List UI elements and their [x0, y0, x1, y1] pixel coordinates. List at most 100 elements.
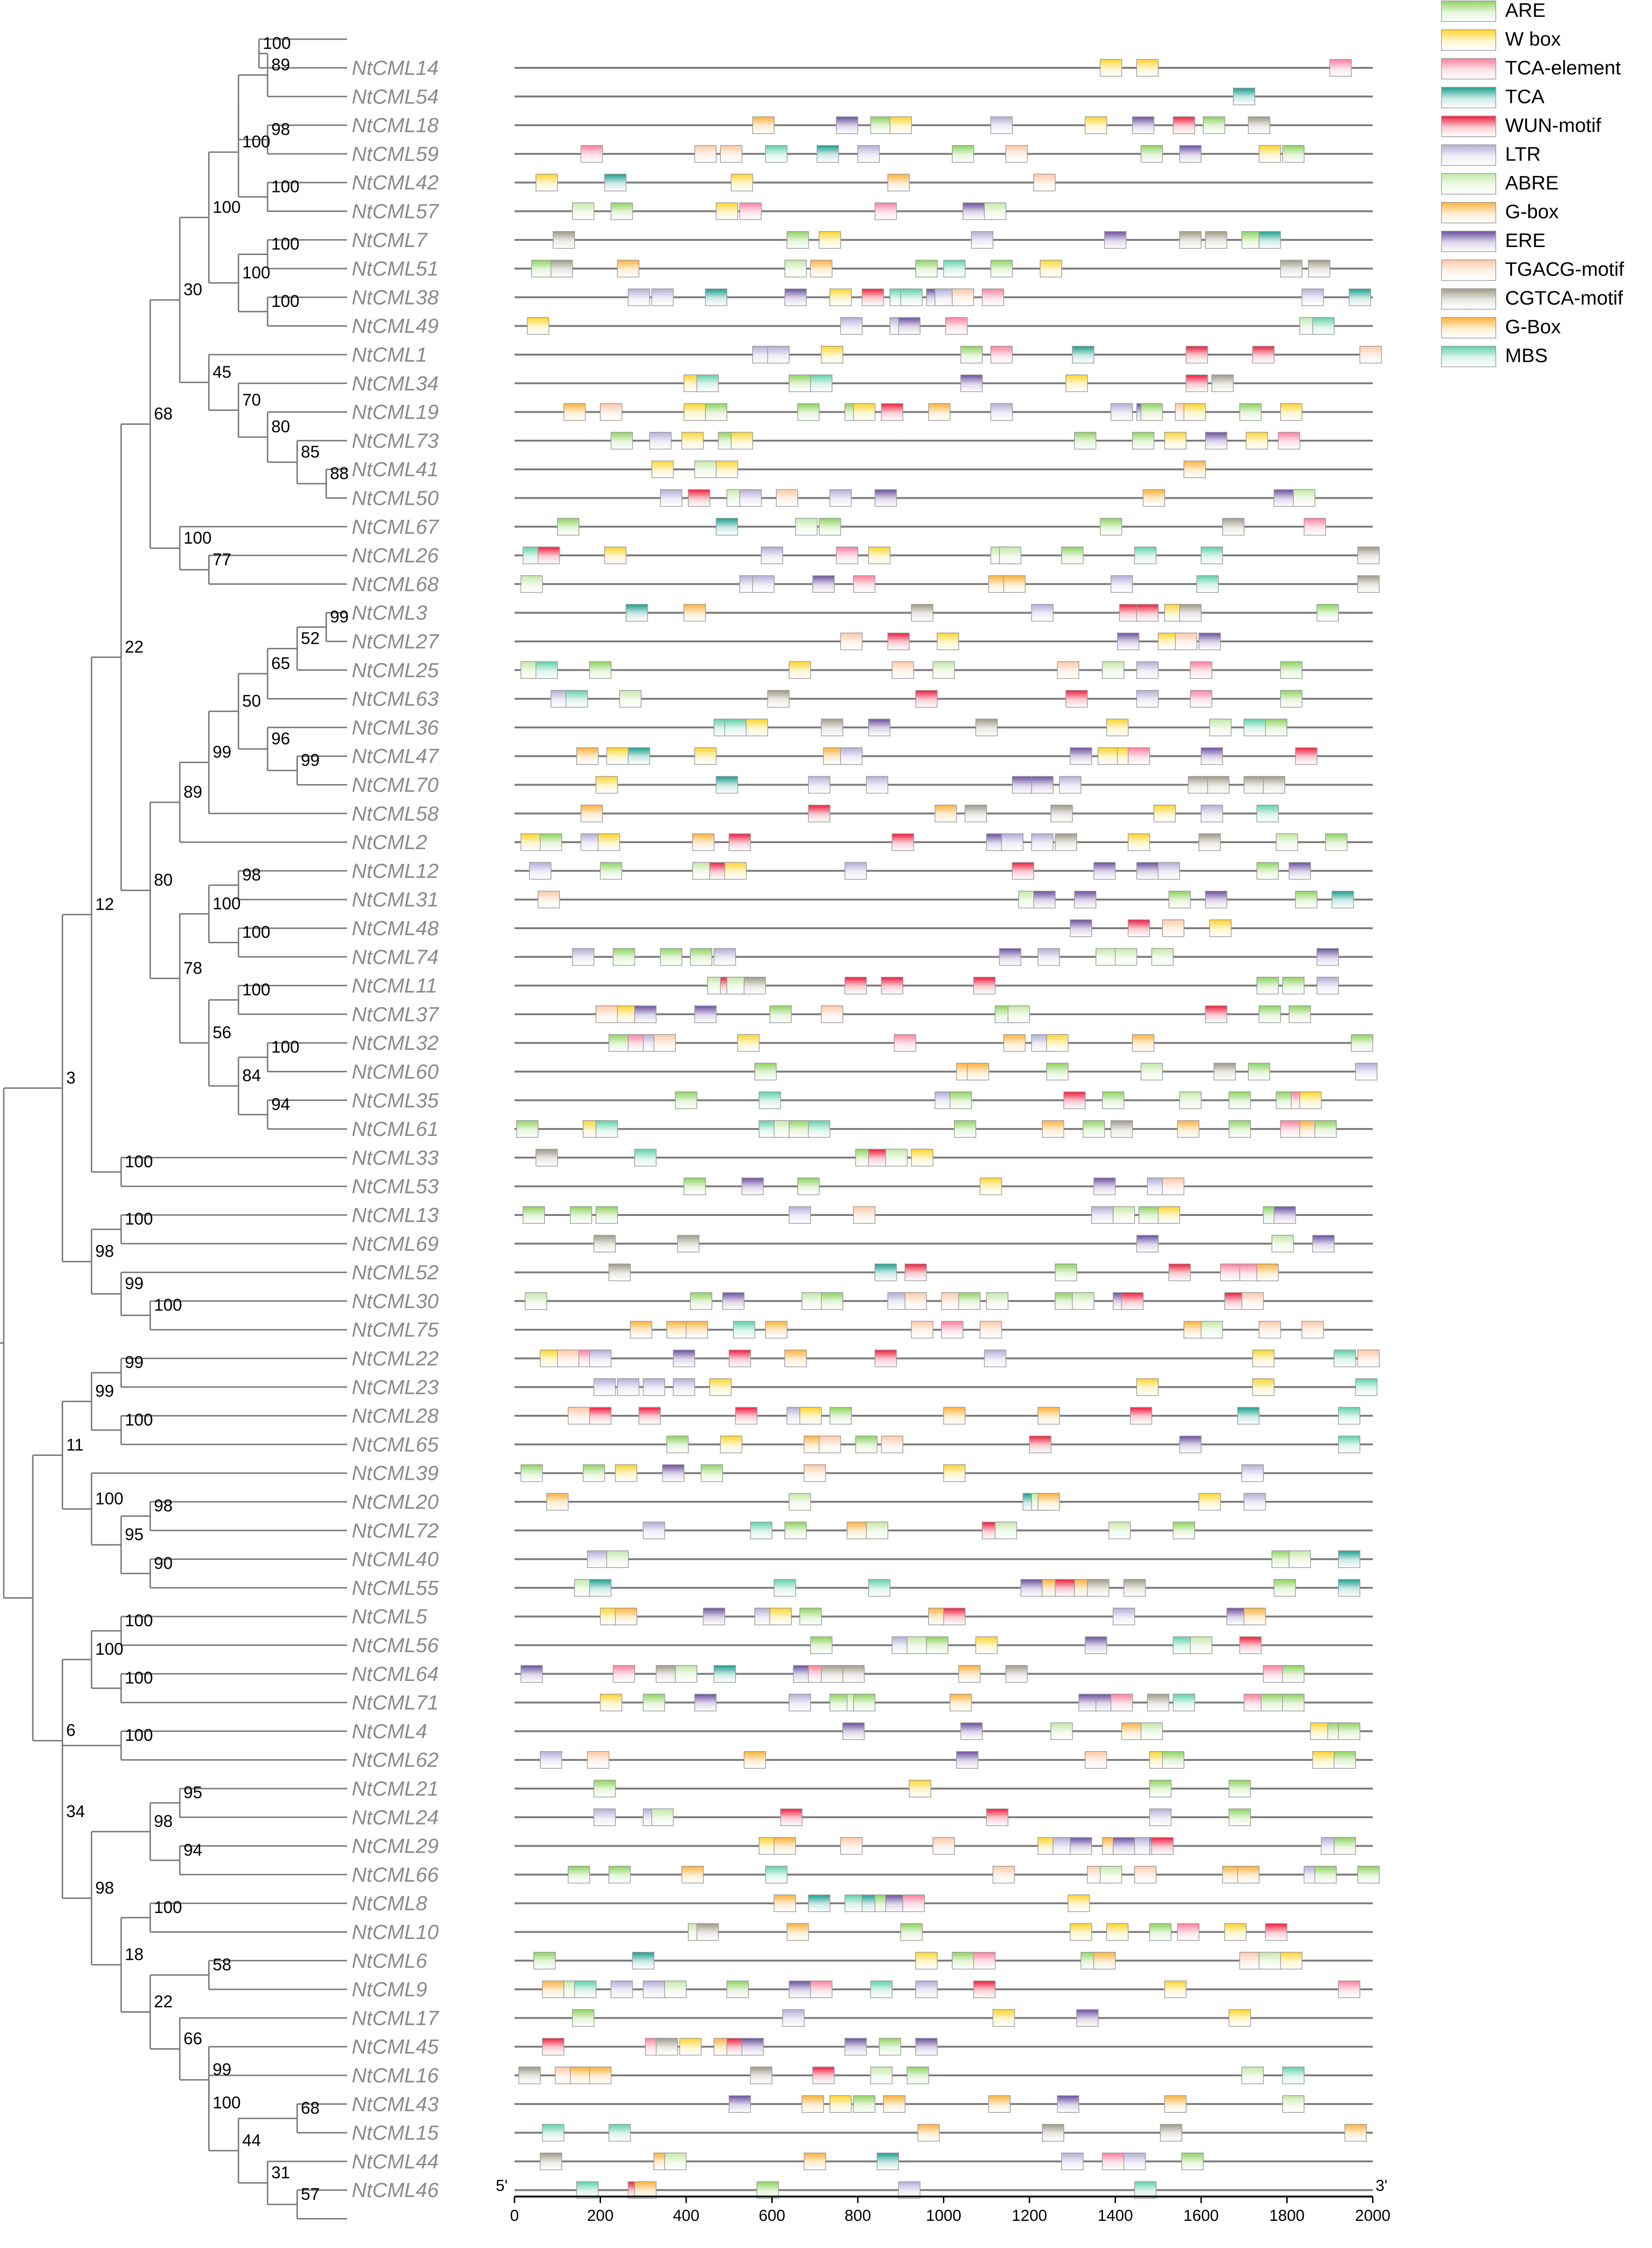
motif-cgtca-motif: [655, 2037, 678, 2056]
motif-tca-element: [836, 546, 858, 564]
promoter-row-ntcml69: [514, 1235, 1373, 1253]
motif-w-box: [853, 403, 876, 421]
gene-label-ntcml11: NtCML11: [352, 975, 437, 997]
motif-tgacg-motif: [720, 145, 743, 163]
motif-w-box: [720, 1435, 743, 1454]
motif-are: [1228, 1808, 1251, 1826]
motif-mbs: [1312, 317, 1335, 335]
motif-w-box: [1158, 1206, 1180, 1224]
motif-are: [853, 1694, 876, 1711]
motif-ltr: [844, 862, 867, 880]
promoter-row-ntcml1: [514, 346, 1382, 364]
gene-label-ntcml49: NtCML49: [352, 315, 439, 338]
bootstrap-n14: 70: [242, 390, 261, 409]
promoter-row-ntcml44: [514, 2153, 1373, 2170]
motif-abre: [619, 690, 642, 708]
motif-cgtca-motif: [1308, 260, 1331, 277]
motif-ltr: [789, 1694, 811, 1711]
motif-w-box: [694, 747, 717, 765]
motif-abre: [885, 1149, 908, 1167]
motif-tca: [716, 518, 738, 536]
motif-are: [1100, 518, 1123, 536]
axis-tick-label: 800: [845, 2207, 871, 2225]
legend-item-abre: ABRE: [1441, 172, 1558, 195]
motif-tgacg-motif: [979, 1321, 1002, 1339]
motif-g-box: [810, 260, 833, 277]
motif-are: [1316, 604, 1339, 622]
gene-label-ntcml71: NtCML71: [352, 1691, 439, 1714]
promoter-row-ntcml13: [514, 1206, 1373, 1224]
motif-g-box: [958, 1665, 981, 1683]
motif-ere: [520, 1665, 543, 1683]
motif-ere: [1070, 747, 1092, 765]
motif-are: [610, 202, 633, 220]
gene-label-ntcml13: NtCML13: [352, 1204, 439, 1227]
five-prime-label: 5': [496, 2177, 507, 2195]
motif-are: [600, 862, 623, 880]
motif-tca-element: [1280, 1120, 1303, 1138]
gene-label-ntcml65: NtCML65: [352, 1433, 439, 1456]
motif-ere: [1033, 890, 1056, 909]
position-axis: 0 200 400 600 800 1000 1200 1400 1600 1800 2000 5' 3…: [496, 2177, 1391, 2225]
gene-label-ntcml8: NtCML8: [352, 1892, 427, 1915]
motif-tca-element: [902, 1894, 925, 1912]
legend-item-are: ARE: [1441, 0, 1545, 22]
motif-ltr: [808, 776, 831, 794]
legend-label: ABRE: [1505, 172, 1558, 194]
gene-label-ntcml5: NtCML5: [352, 1605, 427, 1628]
motif-g-box: [967, 1062, 989, 1081]
promoter-row-ntcml63: [514, 690, 1373, 708]
motif-tca-element: [739, 202, 762, 220]
motif-abre: [1108, 1521, 1131, 1540]
motif-ere: [1201, 747, 1223, 765]
motif-ltr: [1110, 575, 1133, 593]
legend-swatch: [1441, 58, 1496, 80]
gene-label-ntcml23: NtCML23: [352, 1376, 439, 1399]
bootstrap-n46: 99: [125, 1353, 144, 1372]
motif-are: [675, 1091, 697, 1109]
motif-are: [784, 1521, 807, 1540]
motif-mbs: [1196, 575, 1219, 593]
motif-wun-motif: [1239, 1636, 1262, 1654]
motif-ltr: [1136, 661, 1159, 679]
motif-are: [797, 403, 820, 421]
gene-label-ntcml74: NtCML74: [352, 946, 439, 968]
motif-wun-motif: [728, 1349, 751, 1368]
motif-w-box: [615, 1464, 638, 1482]
bootstrap-n20: 99: [330, 607, 349, 626]
gene-label-ntcml27: NtCML27: [352, 630, 439, 653]
motif-g-box: [580, 805, 603, 822]
motif-g-box: [1037, 1407, 1060, 1425]
motif-tgacg-motif: [821, 1005, 843, 1023]
motif-abre: [906, 1636, 929, 1654]
motif-ere: [962, 202, 985, 220]
motif-are: [952, 1952, 974, 1970]
motif-w-box: [1209, 919, 1232, 937]
promoter-row-ntcml27: [514, 633, 1373, 650]
motif-ltr: [990, 116, 1013, 134]
motif-are: [1140, 145, 1163, 163]
gene-label-ntcml24: NtCML24: [352, 1806, 439, 1829]
motif-w-box: [1085, 116, 1107, 134]
promoter-row-ntcml57: [514, 202, 1373, 220]
motif-are: [958, 1292, 981, 1310]
bootstrap-n52: 100: [95, 1489, 123, 1508]
motif-are: [540, 833, 562, 851]
gene-label-ntcml45: NtCML45: [352, 2036, 439, 2059]
motif-w-box: [520, 833, 543, 851]
motif-tgacg-motif: [1357, 1349, 1380, 1368]
motif-cgtca-motif: [1179, 231, 1202, 249]
motif-are: [1055, 1263, 1077, 1281]
motif-tgacg-motif: [1162, 919, 1185, 937]
bootstrap-n48: 99: [95, 1381, 114, 1400]
motif-ltr: [1316, 976, 1339, 995]
bootstrap-n31: 100: [242, 980, 270, 999]
legend-swatch: [1441, 116, 1496, 137]
promoter-row-ntcml29: [514, 1837, 1373, 1855]
legend-swatch: [1441, 29, 1496, 51]
motif-cgtca-motif: [1243, 776, 1266, 794]
motif-mbs: [1282, 2066, 1305, 2084]
motif-ltr: [857, 145, 880, 163]
motif-g-box: [744, 1751, 766, 1769]
